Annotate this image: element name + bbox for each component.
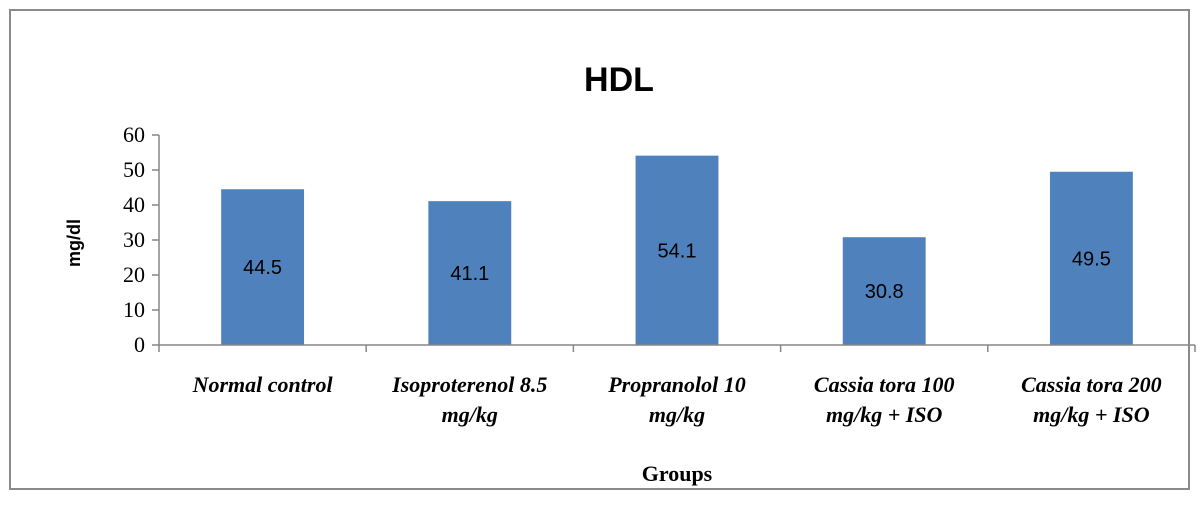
x-tick-label-line: Cassia tora 200 <box>1021 372 1162 397</box>
y-axis-label: mg/dl <box>64 219 84 267</box>
x-tick-label-line: mg/kg + ISO <box>1033 402 1150 427</box>
bars: 44.5 41.1 54.1 30.8 49.5 <box>221 155 1133 345</box>
x-tick-label-line: Cassia tora 100 <box>814 372 955 397</box>
x-axis-label: Groups <box>642 461 713 486</box>
x-tick-label: Cassia tora 200 mg/kg + ISO <box>1021 372 1162 427</box>
data-label: 30.8 <box>865 281 904 303</box>
chart-area: HDL mg/dl Groups 0 10 20 30 40 50 60 44.5 41.1 5… <box>9 9 1196 490</box>
x-tick-label-line: Normal control <box>192 372 334 397</box>
x-tick-label-line: mg/kg <box>649 402 705 427</box>
y-tick-label: 50 <box>123 157 145 182</box>
bar <box>221 189 305 345</box>
data-label: 54.1 <box>658 240 697 262</box>
x-tick-label: Isoproterenol 8.5 mg/kg <box>391 372 547 427</box>
x-tick-label: Cassia tora 100 mg/kg + ISO <box>814 372 955 427</box>
x-tick-label-line: Propranolol 10 <box>607 372 746 397</box>
y-tick-label: 20 <box>123 262 145 287</box>
bar <box>428 201 512 345</box>
data-label: 49.5 <box>1072 248 1111 270</box>
y-tick-label: 60 <box>123 122 145 147</box>
bar <box>842 237 926 345</box>
x-tick-label: Normal control <box>192 372 334 397</box>
y-tick-label: 30 <box>123 227 145 252</box>
chart-title: HDL <box>584 61 654 99</box>
y-tick-label: 40 <box>123 192 145 217</box>
x-tick-label-line: Isoproterenol 8.5 <box>391 372 547 397</box>
y-tick-label: 10 <box>123 297 145 322</box>
bar <box>1049 171 1133 345</box>
data-label: 41.1 <box>450 263 489 285</box>
y-tick-label: 0 <box>134 332 145 357</box>
data-label: 44.5 <box>243 257 282 279</box>
x-tick-label-line: mg/kg <box>442 402 498 427</box>
bar-chart: HDL mg/dl Groups 0 10 20 30 40 50 60 44.5 41.1 5… <box>64 61 1196 486</box>
x-axis: Normal control Isoproterenol 8.5 mg/kgProp… <box>158 344 1196 427</box>
x-tick-label: Propranolol 10 mg/kg <box>607 372 746 427</box>
y-axis: 0 10 20 30 40 50 60 <box>123 122 160 357</box>
x-tick-label-line: mg/kg + ISO <box>826 402 943 427</box>
bar <box>635 155 719 345</box>
